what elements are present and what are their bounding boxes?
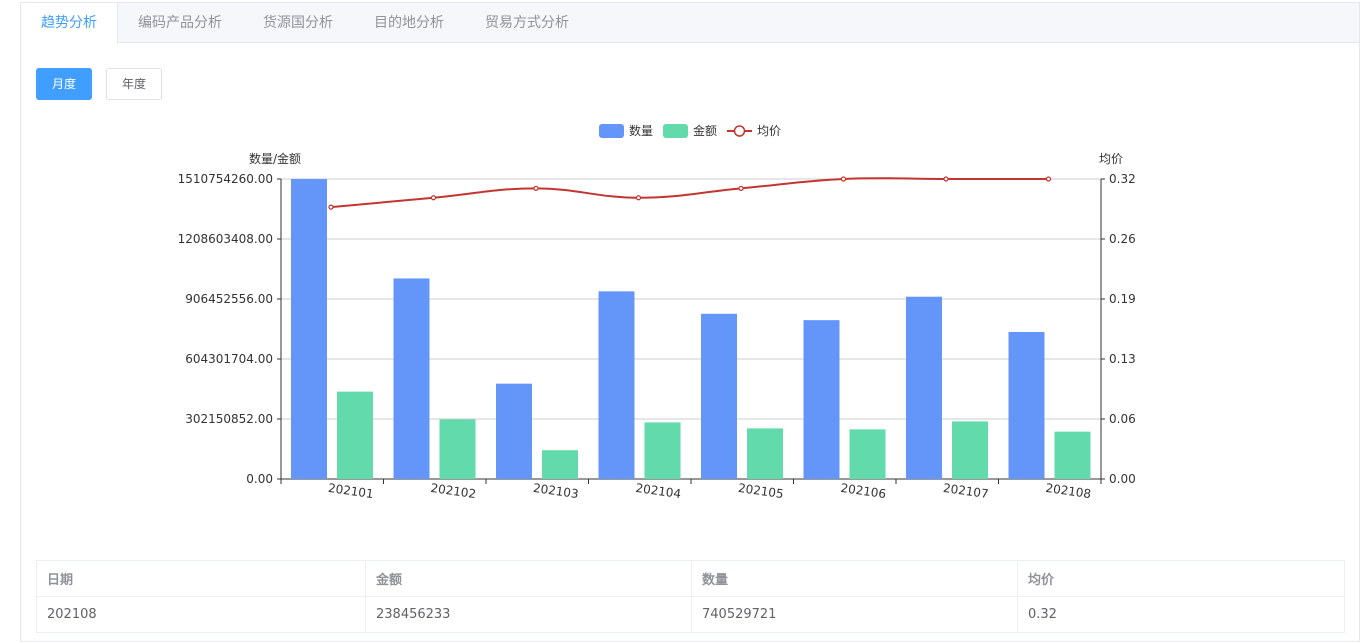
y-right-tick-label: 0.19 bbox=[1109, 292, 1136, 306]
legend-amount-swatch bbox=[663, 124, 688, 138]
bar-quantity bbox=[906, 296, 942, 479]
bar-amount bbox=[542, 450, 578, 479]
y-left-tick-label: 1510754260.00 bbox=[178, 172, 273, 186]
tab-trade-mode-analysis[interactable]: 贸易方式分析 bbox=[485, 15, 569, 31]
x-tick-label: 202104 bbox=[635, 481, 682, 501]
price-point bbox=[430, 195, 437, 201]
price-point bbox=[738, 185, 744, 191]
y-left-tick-label: 1208603408.00 bbox=[178, 232, 273, 246]
yearly-button[interactable]: 年度 bbox=[106, 68, 162, 100]
table-header-row: 日期 金额 数量 均价 bbox=[36, 560, 1345, 597]
bar-amount bbox=[337, 391, 373, 479]
y-left-tick-label: 0.00 bbox=[246, 472, 273, 486]
y-left-axis-title: 数量/金额 bbox=[249, 151, 301, 166]
x-tick-label: 202103 bbox=[532, 481, 579, 501]
header-date: 日期 bbox=[36, 560, 366, 597]
price-point bbox=[943, 176, 949, 182]
bar-quantity bbox=[803, 320, 840, 479]
legend-quantity-swatch bbox=[599, 124, 624, 138]
x-tick-label: 202105 bbox=[737, 481, 784, 501]
y-left-tick-label: 302150852.00 bbox=[185, 412, 273, 426]
trend-chart: 0.00 0.00 302150852.00 0.06 604301704.00 0.13… bbox=[178, 123, 1136, 501]
table-row: 202108 238456233 740529721 0.32 bbox=[36, 596, 1345, 633]
x-tick-label: 202101 bbox=[327, 481, 374, 501]
y-right-axis-title: 均价 bbox=[1099, 152, 1123, 166]
y-left-tick-label: 906452556.00 bbox=[185, 292, 273, 306]
header-quantity: 数量 bbox=[691, 560, 1018, 597]
y-right-tick-label: 0.06 bbox=[1109, 412, 1136, 426]
bar-amount bbox=[1054, 431, 1091, 479]
header-avg-price: 均价 bbox=[1017, 560, 1345, 597]
price-point bbox=[328, 204, 334, 210]
bar-amount bbox=[747, 428, 783, 479]
header-amount: 金额 bbox=[365, 560, 692, 597]
bar-amount bbox=[952, 421, 988, 479]
price-point bbox=[635, 195, 642, 201]
tab-bar: 趋势分析 编码产品分析 货源国分析 目的地分析 贸易方式分析 bbox=[21, 3, 1359, 44]
trend-panel: 趋势分析 编码产品分析 货源国分析 目的地分析 贸易方式分析 月度 年度 0.0… bbox=[20, 2, 1360, 642]
bar-amount bbox=[439, 419, 476, 479]
bar-amount bbox=[849, 429, 886, 479]
legend-price-marker bbox=[733, 125, 746, 137]
tab-code-product-analysis[interactable]: 编码产品分析 bbox=[138, 15, 222, 31]
price-point bbox=[1045, 176, 1052, 182]
x-tick-label: 202108 bbox=[1045, 481, 1092, 501]
price-point bbox=[840, 176, 847, 182]
bar-quantity bbox=[291, 179, 327, 479]
legend-price-label: 均价 bbox=[757, 124, 781, 138]
tab-destination-analysis[interactable]: 目的地分析 bbox=[374, 15, 444, 31]
x-tick-label: 202106 bbox=[840, 481, 887, 501]
bar-quantity bbox=[598, 291, 635, 479]
legend-amount-label: 金额 bbox=[693, 123, 717, 138]
tab-trend-analysis[interactable]: 趋势分析 bbox=[21, 3, 118, 44]
data-table: 日期 金额 数量 均价 202108 238456233 740529721 0… bbox=[36, 560, 1345, 633]
y-right-tick-label: 0.26 bbox=[1109, 232, 1136, 246]
x-tick-label: 202107 bbox=[942, 481, 989, 501]
bar-amount bbox=[644, 422, 681, 479]
x-tick-label: 202102 bbox=[430, 481, 477, 501]
tab-source-country-analysis[interactable]: 货源国分析 bbox=[263, 15, 333, 31]
y-right-tick-label: 0.00 bbox=[1109, 472, 1136, 486]
price-point bbox=[533, 185, 539, 191]
monthly-button[interactable]: 月度 bbox=[36, 68, 92, 100]
bar-quantity bbox=[496, 383, 532, 479]
legend-quantity-label: 数量 bbox=[629, 123, 653, 138]
y-right-tick-label: 0.13 bbox=[1109, 352, 1136, 366]
bar-quantity bbox=[701, 313, 737, 479]
cell-avg-price: 0.32 bbox=[1017, 596, 1345, 633]
cell-date: 202108 bbox=[36, 596, 366, 633]
y-right-tick-label: 0.32 bbox=[1109, 172, 1136, 186]
y-left-tick-label: 604301704.00 bbox=[185, 352, 273, 366]
price-series-line bbox=[330, 177, 1049, 209]
cell-quantity: 740529721 bbox=[691, 596, 1018, 633]
bar-quantity bbox=[1008, 331, 1045, 479]
bar-quantity bbox=[393, 278, 430, 479]
cell-amount: 238456233 bbox=[365, 596, 692, 633]
